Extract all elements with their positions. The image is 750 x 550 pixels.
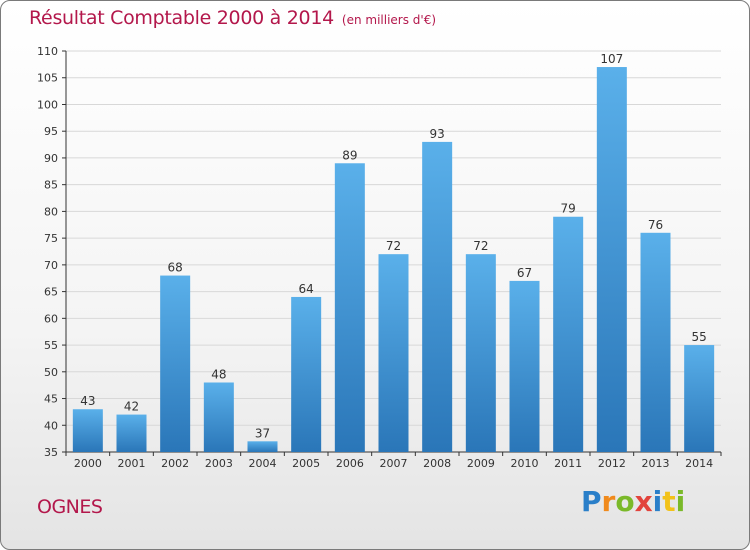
x-tick-label-2002: 2002 <box>161 457 189 470</box>
bar-2010 <box>509 280 540 452</box>
y-tick-label: 100 <box>37 98 58 111</box>
x-tick-label-2003: 2003 <box>205 457 233 470</box>
y-tick-label: 55 <box>44 339 58 352</box>
data-label-2008: 93 <box>430 127 445 141</box>
data-label-2010: 67 <box>517 266 532 280</box>
bar-2014 <box>684 345 715 452</box>
bar-2007 <box>378 254 409 452</box>
data-label-2014: 55 <box>692 330 707 344</box>
data-label-2002: 68 <box>168 261 183 275</box>
y-tick-label: 85 <box>44 179 58 192</box>
data-label-2007: 72 <box>386 239 401 253</box>
y-tick-label: 45 <box>44 393 58 406</box>
x-tick-label-2001: 2001 <box>118 457 146 470</box>
data-label-2011: 79 <box>561 202 576 216</box>
bar-2005 <box>291 296 322 452</box>
y-tick-label: 105 <box>37 72 58 85</box>
y-tick-label: 110 <box>37 45 58 58</box>
bar-layer <box>72 67 715 453</box>
x-tick-label-2008: 2008 <box>423 457 451 470</box>
bar-2001 <box>116 414 147 452</box>
x-tick-label-2013: 2013 <box>642 457 670 470</box>
x-tick-label-2011: 2011 <box>554 457 582 470</box>
proxiti-logo: Proxiti <box>581 485 685 518</box>
title-unit: (en milliers d'€) <box>341 13 437 27</box>
data-label-2009: 72 <box>473 239 488 253</box>
logo-letter: i <box>652 485 663 518</box>
bar-2009 <box>465 254 496 452</box>
bar-2011 <box>553 216 584 452</box>
y-tick-label: 40 <box>44 419 58 432</box>
bar-2013 <box>640 232 671 452</box>
x-tick-label-2000: 2000 <box>74 457 102 470</box>
y-tick-label: 80 <box>44 205 58 218</box>
data-label-2005: 64 <box>299 282 314 296</box>
logo-letter: x <box>634 485 653 518</box>
data-label-2012: 107 <box>600 52 623 66</box>
logo-letter: o <box>615 485 635 518</box>
y-tick-label: 75 <box>44 232 58 245</box>
x-tick-label-2012: 2012 <box>598 457 626 470</box>
city-name: OGNES <box>37 496 103 518</box>
logo-letter: r <box>601 485 616 518</box>
bar-2008 <box>422 141 453 453</box>
bar-2006 <box>334 163 365 452</box>
logo-letter: P <box>581 485 602 518</box>
x-tick-label-2007: 2007 <box>380 457 408 470</box>
data-label-2004: 37 <box>255 426 270 440</box>
bar-2004 <box>247 441 278 452</box>
y-tick-label: 35 <box>44 446 58 459</box>
bar-2000 <box>72 409 103 452</box>
chart-title: Résultat Comptable 2000 à 2014 (en millie… <box>29 7 436 29</box>
x-tick-label-2006: 2006 <box>336 457 364 470</box>
logo-letter: i <box>675 485 686 518</box>
axis-layer: 35 40 45 50 55 60 65 70 75 80 85 90 95 100 105 110 2000 2… <box>37 45 722 470</box>
x-tick-label-2009: 2009 <box>467 457 495 470</box>
x-tick-label-2005: 2005 <box>292 457 320 470</box>
y-tick-label: 95 <box>44 125 58 138</box>
label-layer: 43 42 68 48 37 64 89 72 93 72 67 79 107 76 55 <box>80 52 707 440</box>
data-label-2003: 48 <box>211 367 226 381</box>
data-label-2013: 76 <box>648 218 663 232</box>
y-tick-label: 50 <box>44 366 58 379</box>
data-label-2000: 43 <box>80 394 95 408</box>
logo-letter: t <box>662 485 676 518</box>
x-tick-label-2010: 2010 <box>511 457 539 470</box>
bar-2012 <box>596 67 627 452</box>
y-tick-label: 90 <box>44 152 58 165</box>
bar-2002 <box>160 275 191 452</box>
y-tick-label: 65 <box>44 286 58 299</box>
data-label-2006: 89 <box>342 148 357 162</box>
title-text: Résultat Comptable 2000 à 2014 <box>29 7 334 29</box>
data-label-2001: 42 <box>124 400 139 414</box>
y-tick-label: 60 <box>44 312 58 325</box>
x-tick-label-2004: 2004 <box>249 457 277 470</box>
x-tick-label-2014: 2014 <box>685 457 713 470</box>
bar-2003 <box>203 382 234 452</box>
y-tick-label: 70 <box>44 259 58 272</box>
